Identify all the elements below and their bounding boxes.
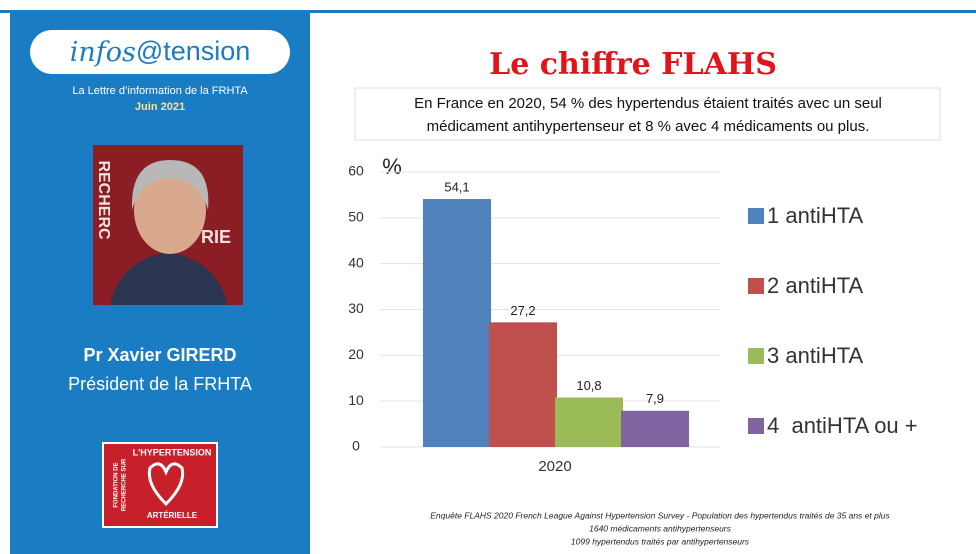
- value-label: 27,2: [510, 303, 535, 318]
- slide: infos@tension La Lettre d’information de…: [0, 0, 976, 554]
- legend-label: 4 antiHTA ou +: [767, 413, 918, 438]
- y-tick-label: 0: [352, 438, 360, 454]
- bar: [621, 411, 689, 447]
- bar: [423, 199, 491, 447]
- value-label: 10,8: [576, 378, 601, 393]
- footnote: 1099 hypertendus traités par antihyperte…: [571, 536, 750, 546]
- subtitle: médicament antihypertenseur et 8 % avec …: [427, 118, 870, 135]
- chart-title: Le chiffre FLAHS: [489, 47, 777, 82]
- legend-label: 3 antiHTA: [767, 343, 864, 368]
- x-tick-label: 2020: [538, 458, 571, 475]
- legend-swatch: [748, 208, 764, 224]
- value-label: 7,9: [646, 391, 664, 406]
- subtitle: En France en 2020, 54 % des hypertendus …: [414, 95, 882, 112]
- y-tick-label: 10: [348, 392, 364, 408]
- logo: infos@tension: [70, 36, 251, 67]
- logo-part: @tension: [136, 36, 250, 66]
- bar: [555, 398, 623, 448]
- legend-swatch: [748, 418, 764, 434]
- value-label: 54,1: [444, 179, 469, 194]
- foundation-text: FONDATION DE: [114, 462, 120, 507]
- foundation-text: RECHERCHE SUR: [122, 458, 128, 511]
- footnote: 1640 médicaments antihypertenseurs: [589, 523, 731, 533]
- legend-swatch: [748, 348, 764, 364]
- foundation-text: ARTÉRIELLE: [147, 511, 198, 520]
- bar: [489, 322, 557, 447]
- legend-label: 1 antiHTA: [767, 203, 864, 228]
- y-tick-label: 30: [348, 300, 364, 316]
- y-tick-label: 60: [348, 163, 364, 179]
- date: Juin 2021: [135, 101, 185, 113]
- page: infos@tension La Lettre d’information de…: [0, 0, 976, 554]
- footnote: Enquête FLAHS 2020 French League Against…: [430, 510, 890, 520]
- tagline: La Lettre d’information de la FRHTA: [72, 85, 248, 97]
- y-tick-label: 50: [348, 209, 364, 225]
- photo-text: RIE: [201, 227, 231, 247]
- role: Président de la FRHTA: [68, 374, 252, 394]
- y-axis-label: %: [382, 154, 402, 179]
- author: Pr Xavier GIRERD: [83, 345, 236, 365]
- y-tick-label: 40: [348, 254, 364, 270]
- foundation-text: L'HYPERTENSION: [133, 447, 212, 457]
- photo-text: RECHERC: [95, 160, 112, 240]
- logo-part: infos: [70, 37, 136, 68]
- y-tick-label: 20: [348, 346, 364, 362]
- legend-label: 2 antiHTA: [767, 273, 864, 298]
- legend-swatch: [748, 278, 764, 294]
